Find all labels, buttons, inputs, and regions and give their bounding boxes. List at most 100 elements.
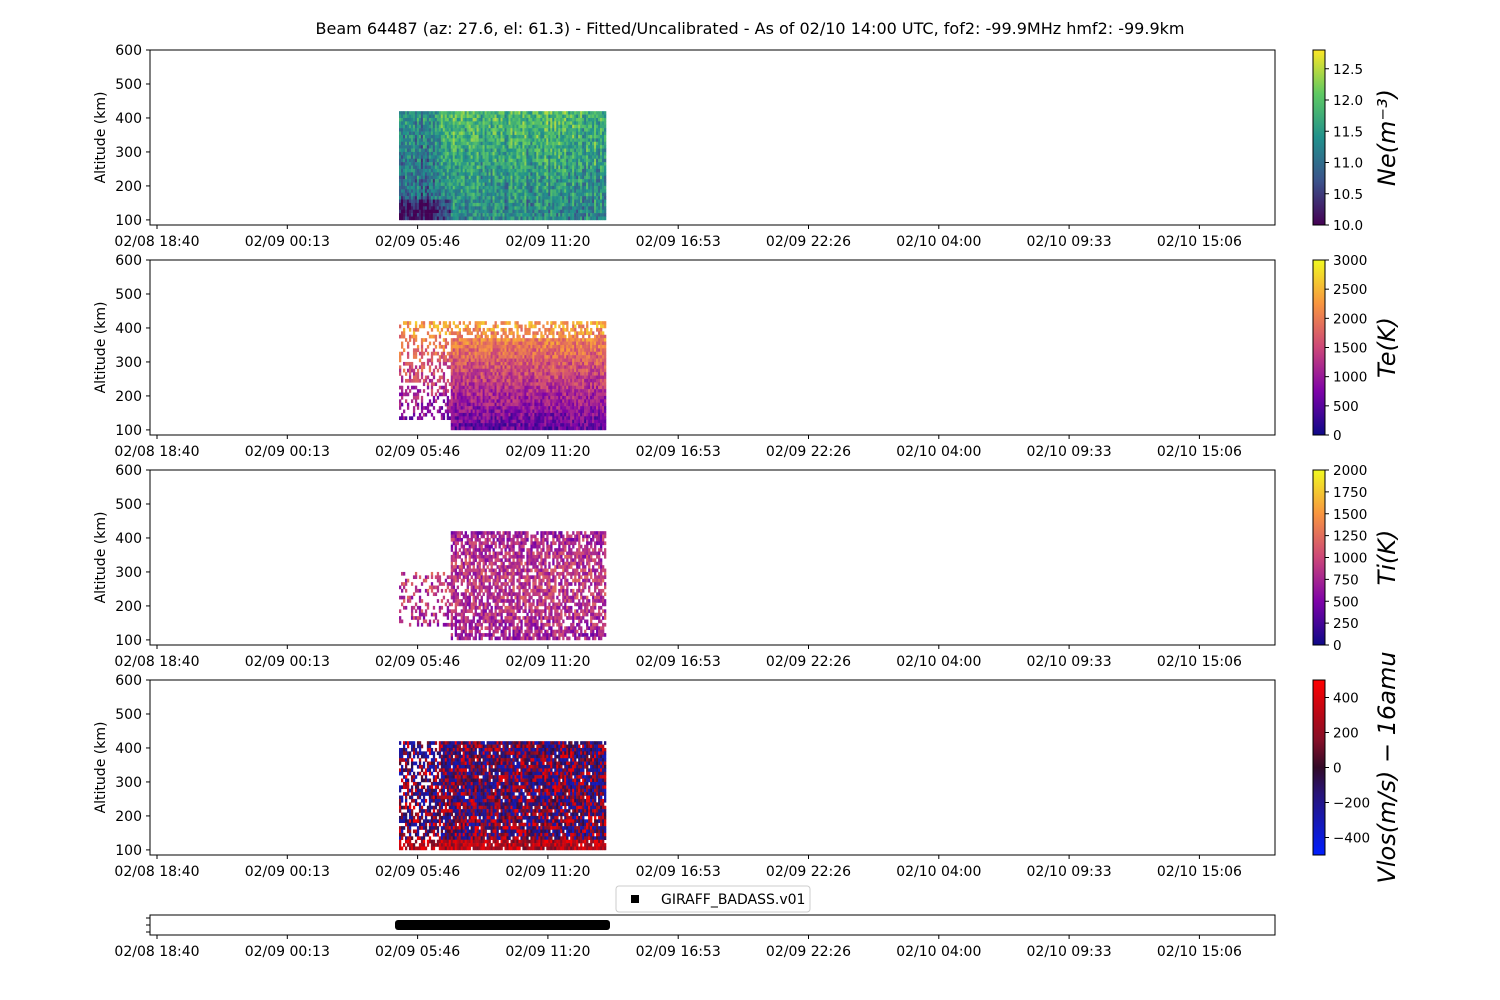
colorbar-tick-label: 2000: [1333, 463, 1367, 479]
x-tick-label: 02/10 09:33: [1027, 864, 1112, 880]
y-tick-label: 500: [115, 287, 142, 303]
status-bar: [395, 920, 610, 930]
x-tick-label: 02/08 18:40: [114, 654, 199, 670]
colorbar-tick-label: 400: [1333, 691, 1359, 707]
x-tick-label: 02/09 00:13: [245, 864, 330, 880]
colorbar-tick-label: 1500: [1333, 507, 1367, 523]
heatmap-panel-3: [399, 531, 607, 641]
y-tick-label: 500: [115, 77, 142, 93]
heatmap-panel-2: [399, 321, 607, 431]
colorbar-tick-label: 200: [1333, 726, 1359, 742]
x-tick-label: 02/10 09:33: [1027, 444, 1112, 460]
x-tick-label: 02/09 16:53: [636, 234, 721, 250]
colorbar-tick-label: 1750: [1333, 485, 1367, 501]
y-tick-label: 200: [115, 179, 142, 195]
x-tick-label: 02/10 15:06: [1157, 234, 1242, 250]
colorbar-tick-label: 0: [1333, 638, 1342, 654]
colorbar-tick-label: 1000: [1333, 551, 1367, 567]
colorbar-panel-1: 10.0 10.5 11.0 11.5 12.0 12.5 Ne(m⁻³): [1312, 49, 1401, 234]
colorbar-label: Te(K): [1373, 317, 1401, 378]
legend: GIRAFF_BADASS.v01: [615, 885, 811, 913]
x-tick-label: 02/10 15:06: [1157, 864, 1242, 880]
x-tick-label: 02/10 04:00: [896, 234, 981, 250]
x-tick-label: 02/09 00:13: [245, 444, 330, 460]
panel-3: 600 500 400 300 200 100 Altitude (km) 02/08 18:…: [93, 463, 1401, 670]
colorbar-tick-label: 10.5: [1333, 187, 1363, 203]
x-tick-label: 02/09 22:26: [766, 944, 851, 960]
colorbar-tick-label: 500: [1333, 399, 1359, 415]
colorbar-tick-label: 0: [1333, 761, 1342, 777]
x-tick-label: 02/10 09:33: [1027, 944, 1112, 960]
y-tick-label: 600: [115, 673, 142, 689]
x-tick-label: 02/10 09:33: [1027, 654, 1112, 670]
x-tick-label: 02/10 15:06: [1157, 944, 1242, 960]
chart-title: Beam 64487 (az: 27.6, el: 61.3) - Fitted…: [316, 19, 1185, 38]
colorbar-tick-label: 10.0: [1333, 218, 1363, 234]
x-tick-label: 02/10 04:00: [896, 864, 981, 880]
colorbar-tick-label: −200: [1333, 796, 1370, 812]
y-tick-label: 200: [115, 599, 142, 615]
y-tick-label: 400: [115, 321, 142, 337]
y-axis-label: Altitude (km): [93, 302, 109, 394]
y-tick-label: 300: [115, 565, 142, 581]
colorbar-tick-label: 11.0: [1333, 156, 1363, 172]
y-tick-label: 600: [115, 253, 142, 269]
colorbar-tick-label: 2500: [1333, 282, 1367, 298]
x-tick-label: 02/09 11:20: [505, 234, 590, 250]
x-tick-label: 02/09 11:20: [505, 444, 590, 460]
colorbar-tick-label: 250: [1333, 616, 1359, 632]
panel-1: 600 500 400 300 200 100 Altitude (km) 02/08 18:…: [93, 43, 1401, 250]
y-tick-label: 200: [115, 809, 142, 825]
colorbar-tick-label: 1000: [1333, 370, 1367, 386]
x-tick-label: 02/09 11:20: [505, 654, 590, 670]
colorbar-tick-label: 1500: [1333, 341, 1367, 357]
x-tick-label: 02/09 16:53: [636, 444, 721, 460]
x-tick-label: 02/08 18:40: [114, 944, 199, 960]
x-tick-label: 02/09 22:26: [766, 234, 851, 250]
y-tick-label: 400: [115, 111, 142, 127]
x-tick-label: 02/09 05:46: [375, 654, 460, 670]
y-tick-label: 400: [115, 741, 142, 757]
colorbar-tick-label: 12.5: [1333, 62, 1363, 78]
y-tick-label: 500: [115, 497, 142, 513]
x-tick-label: 02/09 16:53: [636, 654, 721, 670]
colorbar-label: Ti(K): [1373, 530, 1401, 586]
y-tick-label: 300: [115, 355, 142, 371]
x-tick-label: 02/08 18:40: [114, 234, 199, 250]
legend-marker: [631, 895, 639, 903]
heatmap-panel-4: [399, 741, 607, 851]
y-tick-label: 300: [115, 775, 142, 791]
x-tick-label: 02/10 09:33: [1027, 234, 1112, 250]
x-tick-label: 02/08 18:40: [114, 864, 199, 880]
colorbar-panel-4: −400 −200 0 200 400 Vlos(m/s) − 16amu: [1312, 651, 1401, 884]
x-tick-label: 02/10 04:00: [896, 654, 981, 670]
colorbar-tick-label: 12.0: [1333, 93, 1363, 109]
colorbar-tick-label: 2000: [1333, 311, 1367, 327]
x-tick-label: 02/09 05:46: [375, 944, 460, 960]
x-tick-label: 02/09 05:46: [375, 444, 460, 460]
x-tick-label: 02/09 16:53: [636, 864, 721, 880]
panel-4: 600 500 400 300 200 100 Altitude (km) 02/08 18:…: [93, 651, 1401, 883]
panel-2: 600 500 400 300 200 100 Altitude (km) 02/08 18:…: [93, 253, 1401, 460]
colorbar-tick-label: 750: [1333, 572, 1359, 588]
axes-frame: [149, 679, 1276, 856]
x-tick-label: 02/09 05:46: [375, 864, 460, 880]
x-tick-label: 02/10 15:06: [1157, 444, 1242, 460]
x-tick-label: 02/09 22:26: [766, 654, 851, 670]
x-tick-label: 02/09 05:46: [375, 234, 460, 250]
y-tick-label: 400: [115, 531, 142, 547]
colorbar-label: Vlos(m/s) − 16amu: [1373, 651, 1401, 883]
x-tick-label: 02/09 11:20: [505, 864, 590, 880]
colorbar-panel-3: 0 250 500 750 1000 1250 1500 1750 2000 Ti(K): [1312, 463, 1401, 654]
colorbar-tick-label: 3000: [1333, 253, 1367, 269]
x-tick-label: 02/09 00:13: [245, 944, 330, 960]
y-tick-label: 500: [115, 707, 142, 723]
x-tick-label: 02/09 22:26: [766, 444, 851, 460]
x-tick-label: 02/09 00:13: [245, 234, 330, 250]
x-tick-label: 02/09 16:53: [636, 944, 721, 960]
y-axis-label: Altitude (km): [93, 92, 109, 184]
x-tick-label: 02/10 04:00: [896, 944, 981, 960]
status-strip: GIRAFF_BADASS.v01 02/08 18:40 02/09 00:13 0…: [114, 885, 1276, 960]
y-tick-label: 600: [115, 43, 142, 59]
